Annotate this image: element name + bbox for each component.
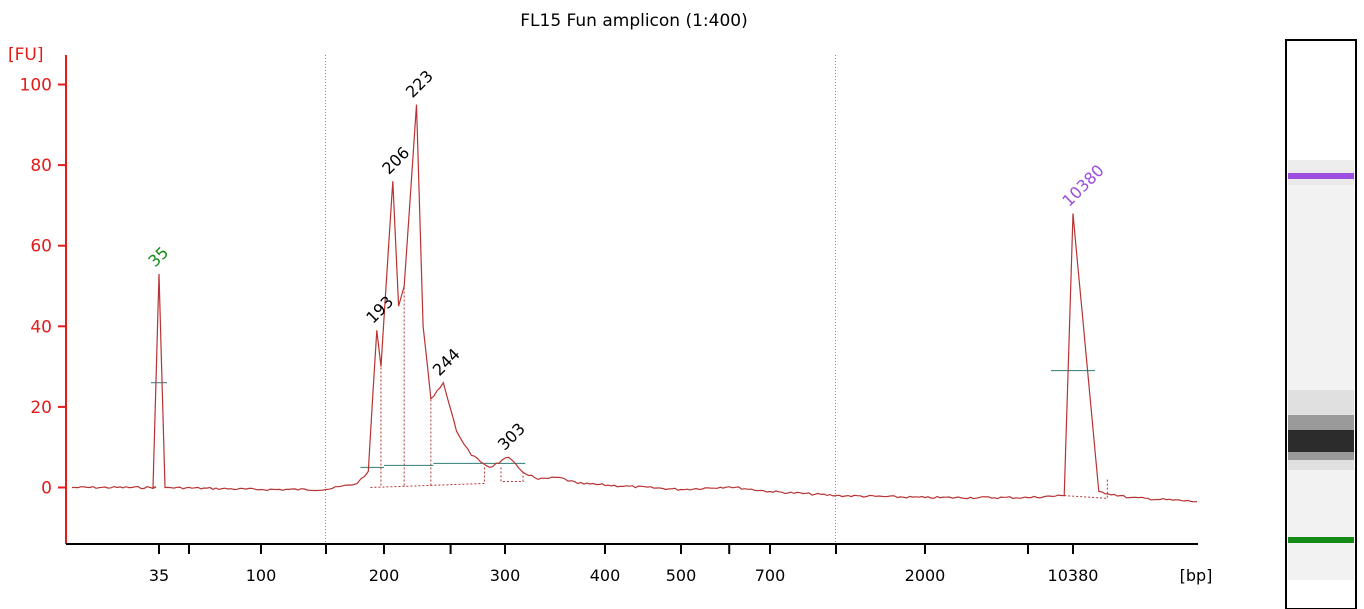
x-axis-label: [bp] bbox=[1180, 566, 1213, 585]
peak-label: 35 bbox=[144, 243, 172, 271]
x-tick-label: 35 bbox=[149, 566, 169, 585]
x-tick-label: 200 bbox=[369, 566, 400, 585]
chart-title: FL15 Fun amplicon (1:400) bbox=[520, 11, 747, 31]
peak-label: 193 bbox=[362, 292, 397, 327]
gel-smear bbox=[1288, 160, 1354, 185]
integration-baseline bbox=[500, 467, 524, 482]
trace-line bbox=[72, 104, 1198, 503]
peak-label: 303 bbox=[494, 419, 529, 454]
upper-marker-band bbox=[1288, 173, 1354, 179]
x-tick-label: 10380 bbox=[1048, 566, 1099, 585]
integration-baseline bbox=[370, 467, 485, 488]
y-tick-label: 80 bbox=[30, 156, 52, 176]
peak-label: 206 bbox=[378, 143, 413, 178]
plot-area: 0 20 40 60 80 100 35 100 200 300 400 500 700 2000 1038… bbox=[20, 55, 1198, 585]
x-tick-label: 700 bbox=[755, 566, 786, 585]
x-tick-label: 100 bbox=[246, 566, 277, 585]
x-tick-label: 500 bbox=[666, 566, 697, 585]
peak-label: 244 bbox=[429, 345, 464, 380]
x-tick-label: 300 bbox=[490, 566, 521, 585]
gel-background bbox=[1288, 170, 1354, 580]
y-tick-label: 0 bbox=[41, 479, 52, 499]
y-tick-label: 40 bbox=[30, 317, 52, 337]
y-tick-label: 20 bbox=[30, 398, 52, 418]
x-tick-label: 2000 bbox=[905, 566, 946, 585]
integration-baseline bbox=[1064, 479, 1108, 499]
y-axis-label: [FU] bbox=[8, 45, 44, 65]
y-tick-label: 100 bbox=[20, 76, 52, 96]
peak-label: 10380 bbox=[1058, 161, 1107, 210]
gel-lane bbox=[1285, 39, 1357, 609]
x-tick-label: 400 bbox=[590, 566, 621, 585]
lower-marker-band bbox=[1288, 537, 1354, 543]
gel-band bbox=[1288, 430, 1354, 452]
peak-label: 223 bbox=[402, 66, 437, 101]
y-tick-label: 60 bbox=[30, 237, 52, 257]
